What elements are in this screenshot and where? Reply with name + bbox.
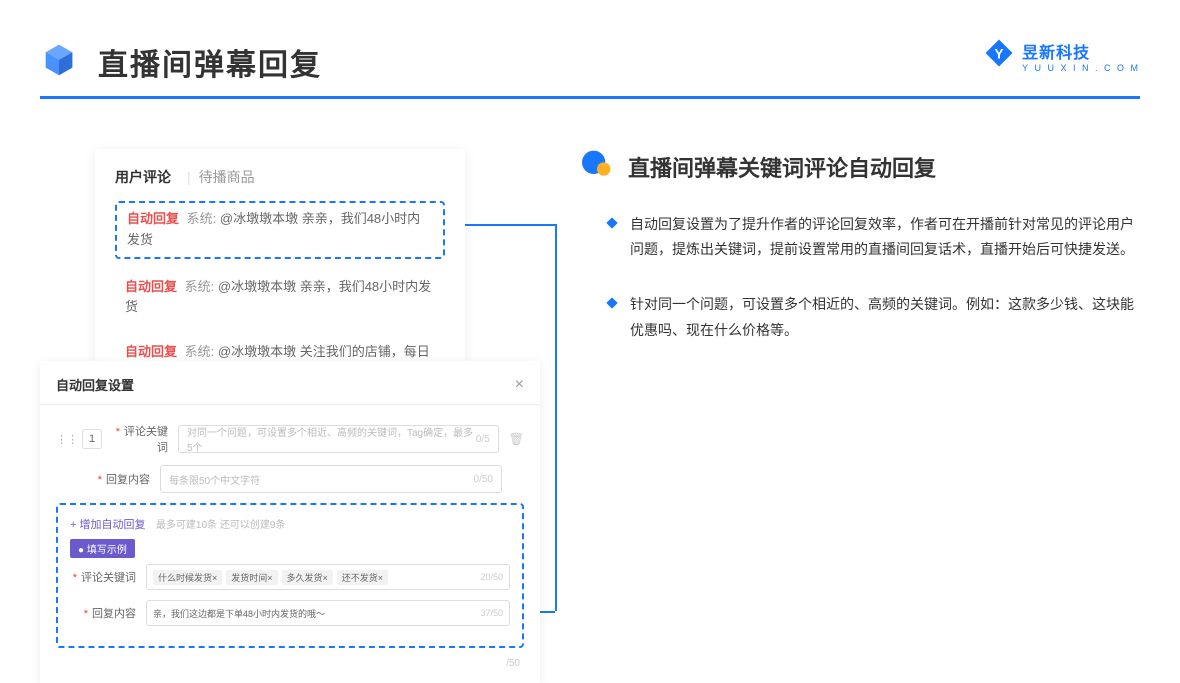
tab-separator: |: [187, 169, 191, 185]
logo-text-cn: 昱新科技: [1022, 39, 1140, 63]
comment-row: 自动回复 系统: @冰墩墩本墩 亲亲，我们48小时内发货: [115, 201, 445, 259]
close-icon[interactable]: ×: [515, 376, 524, 394]
svg-text:Y: Y: [995, 46, 1004, 61]
reply-label: *回复内容: [94, 471, 150, 487]
form-row-keyword: ⋮⋮1 *评论关键词 对同一个问题，可设置多个相近、高频的关键词，Tag确定，最…: [56, 423, 524, 455]
bullet-text: 针对同一个问题，可设置多个相近的、高频的关键词。例如：这款多少钱、这块能优惠吗、…: [630, 292, 1140, 342]
form-row-reply: *回复内容 每条限50个中文字符 0/50: [56, 465, 524, 493]
auto-reply-badge: 自动回复: [125, 279, 177, 294]
tab-pending-products[interactable]: 待播商品: [199, 167, 255, 187]
example-badge: ● 填写示例: [70, 539, 135, 558]
example-reply-label: *回复内容: [70, 605, 136, 621]
right-column: 直播间弹幕关键词评论自动回复 自动回复设置为了提升作者的评论回复效率，作者可在开…: [580, 149, 1140, 442]
diamond-bullet-icon: [606, 298, 617, 309]
order-handle[interactable]: ⋮⋮1: [56, 429, 102, 449]
keyword-tag[interactable]: 多久发货×: [282, 570, 333, 585]
keyword-tag[interactable]: 还不发货×: [337, 570, 388, 585]
add-hint: 最多可建10条 还可以创建9条: [156, 520, 285, 531]
system-label: 系统:: [185, 279, 215, 294]
diamond-bullet-icon: [606, 217, 617, 228]
brand-logo: Y 昱新科技 Y U U X I N . C O M: [984, 38, 1140, 73]
bullet-list: 自动回复设置为了提升作者的评论回复效率，作者可在开播前针对常见的评论用户问题，提…: [580, 212, 1140, 343]
trash-icon[interactable]: 🗑: [509, 432, 524, 446]
cube-icon: [40, 41, 78, 84]
example-keyword-label: *评论关键词: [70, 569, 136, 585]
bullet-item: 针对同一个问题，可设置多个相近的、高频的关键词。例如：这款多少钱、这块能优惠吗、…: [608, 292, 1140, 342]
example-reply-input[interactable]: 亲，我们这边都是下单48小时内发货的哦～ 37/50: [146, 600, 510, 626]
section-heading: 直播间弹幕关键词评论自动回复: [580, 149, 1140, 184]
connector-line: [555, 224, 557, 611]
input-counter: 37/50: [480, 608, 503, 618]
auto-reply-badge: 自动回复: [125, 344, 177, 359]
system-label: 系统:: [185, 344, 215, 359]
left-column: 用户评论 | 待播商品 自动回复 系统: @冰墩墩本墩 亲亲，我们48小时内发货…: [40, 149, 520, 442]
logo-icon: Y: [984, 38, 1014, 73]
input-counter: 20/50: [480, 572, 503, 582]
keyword-label: *评论关键词: [112, 423, 168, 455]
input-counter: 0/50: [474, 474, 493, 485]
page-title: 直播间弹幕回复: [98, 40, 322, 84]
keyword-tag[interactable]: 什么时候发货×: [153, 570, 222, 585]
add-auto-reply-link[interactable]: + 增加自动回复: [70, 519, 145, 531]
keyword-input[interactable]: 对同一个问题，可设置多个相近、高频的关键词，Tag确定，最多5个 0/5: [178, 425, 499, 453]
tabs: 用户评论 | 待播商品: [115, 167, 445, 187]
bullet-item: 自动回复设置为了提升作者的评论回复效率，作者可在开播前针对常见的评论用户问题，提…: [608, 212, 1140, 262]
comment-row: 自动回复 系统: @冰墩墩本墩 亲亲，我们48小时内发货: [115, 271, 445, 325]
bullet-text: 自动回复设置为了提升作者的评论回复效率，作者可在开播前针对常见的评论用户问题，提…: [630, 212, 1140, 262]
input-counter: 0/5: [476, 434, 490, 445]
system-label: 系统:: [187, 211, 217, 226]
section-title: 直播间弹幕关键词评论自动回复: [628, 151, 936, 183]
logo-text-en: Y U U X I N . C O M: [1022, 63, 1140, 73]
auto-reply-settings-panel: 自动回复设置 × ⋮⋮1 *评论关键词 对同一个问题，可设置多个相近、高频的关键…: [40, 361, 540, 683]
example-box: + 增加自动回复 最多可建10条 还可以创建9条 ● 填写示例 *评论关键词 什…: [56, 503, 524, 648]
keyword-tag[interactable]: 发货时间×: [226, 570, 277, 585]
reply-input[interactable]: 每条限50个中文字符 0/50: [160, 465, 502, 493]
chat-bubble-icon: [580, 149, 614, 184]
connector-line: [465, 224, 555, 226]
settings-title: 自动回复设置: [56, 375, 134, 394]
tab-user-comments[interactable]: 用户评论: [115, 167, 171, 187]
auto-reply-badge: 自动回复: [127, 211, 179, 226]
example-keyword-input[interactable]: 什么时候发货× 发货时间× 多久发货× 还不发货× 20/50: [146, 564, 510, 590]
